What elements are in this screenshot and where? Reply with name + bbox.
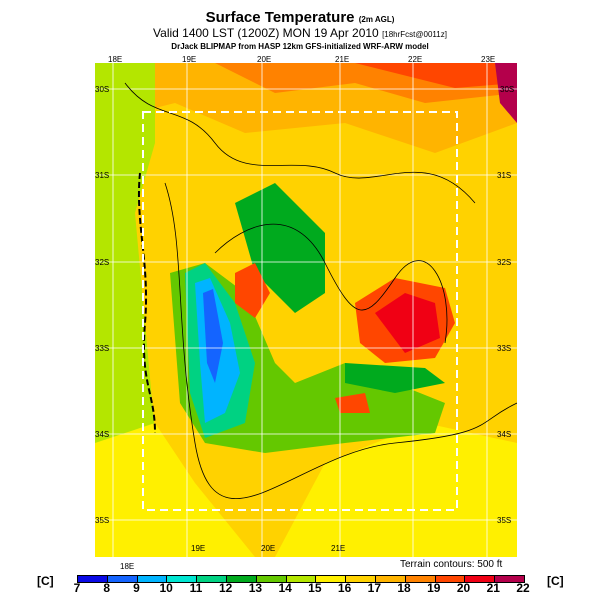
temperature-map xyxy=(95,63,517,557)
lon-label-top: 20E xyxy=(257,55,272,64)
warm-patch xyxy=(335,393,370,413)
colorbar-tick-label: 20 xyxy=(456,581,471,595)
model-credit: DrJack BLIPMAP from HASP 12km GFS-initia… xyxy=(171,42,429,51)
lon-label-top: 23E xyxy=(481,55,496,64)
colorbar-tick-label: 16 xyxy=(337,581,352,595)
title-text: Surface Temperature xyxy=(205,9,355,26)
coastline xyxy=(137,172,156,434)
lat-label-right: 32S xyxy=(497,258,512,267)
lat-label-left: 33S xyxy=(95,344,110,353)
lat-label-right: 31S xyxy=(497,171,512,180)
terrain-note: Terrain contours: 500 ft xyxy=(400,559,503,570)
lon-label-bottom: 20E xyxy=(261,544,276,553)
colorbar-segment xyxy=(404,576,435,582)
lat-label-left: 31S xyxy=(95,171,110,180)
colorbar-tick-label: 9 xyxy=(133,581,140,595)
lon-label-bottom: 21E xyxy=(331,544,346,553)
graticule xyxy=(95,63,517,557)
terrain-contours xyxy=(124,82,517,499)
hot-basin xyxy=(375,293,440,353)
southwest-yellow xyxy=(95,423,255,557)
lat-label-right: 35S xyxy=(497,516,512,525)
lon-label-top: 19E xyxy=(182,55,197,64)
unit-label-left: [C] xyxy=(37,574,54,588)
valid-time: Valid 1400 LST (1200Z) MON 19 Apr 2010 [… xyxy=(0,26,600,40)
colorbar-segment xyxy=(434,576,465,582)
unit-label-right: [C] xyxy=(547,574,564,588)
colorbar-tick-label: 14 xyxy=(278,581,292,595)
colorbar-tick-label: 19 xyxy=(427,581,441,595)
colorbar-tick-label: 17 xyxy=(367,581,381,595)
lon-label-bottom: 18E xyxy=(120,562,135,571)
colorbar-tick-label: 8 xyxy=(103,581,111,595)
colorbar-tick-label: 13 xyxy=(248,581,263,595)
extreme-region xyxy=(495,63,517,123)
colorbar-segment xyxy=(166,576,197,582)
lat-label-right: 33S xyxy=(497,344,512,353)
colorbar-segment xyxy=(196,576,226,582)
colorbar-segment xyxy=(315,576,346,582)
colorbar-tick-label: 7 xyxy=(73,581,81,595)
title-suffix: (2m AGL) xyxy=(358,15,395,24)
south-yellow xyxy=(275,423,517,557)
hottest-region xyxy=(355,63,517,88)
lat-label-right: 34S xyxy=(497,430,512,439)
colorbar-segment xyxy=(78,576,107,582)
lon-label-top: 22E xyxy=(408,55,423,64)
lat-label-left: 34S xyxy=(95,430,110,439)
colorbar-segment xyxy=(374,576,405,582)
lat-label-left: 32S xyxy=(95,258,110,267)
colorbar-segment xyxy=(464,576,495,582)
colorbar-segment xyxy=(136,576,167,582)
green-highlands xyxy=(235,183,325,313)
map-title: Surface Temperature (2m AGL) xyxy=(0,9,600,26)
colorbar xyxy=(77,575,525,583)
valid-time-text: Valid 1400 LST (1200Z) MON 19 Apr 2010 xyxy=(153,26,379,40)
colorbar-tick-label: 11 xyxy=(189,581,203,595)
coldest-spot xyxy=(203,289,223,383)
lat-label-right: 30S xyxy=(500,85,515,94)
colorbar-tick-label: 22 xyxy=(516,581,530,595)
colorbar-segment xyxy=(225,576,256,582)
lon-label-top: 18E xyxy=(108,55,123,64)
colorbar-segment xyxy=(106,576,137,582)
colorbar-tick-label: 21 xyxy=(486,581,500,595)
warm-spot xyxy=(235,263,270,318)
colorbar-segment xyxy=(345,576,375,582)
colorbar-segment xyxy=(285,576,316,582)
colorbar-tick-label: 18 xyxy=(397,581,411,595)
colorbar-tick-label: 15 xyxy=(308,581,322,595)
forecast-info: [18hrFcst@0011z] xyxy=(382,30,447,39)
colorbar-segment xyxy=(494,576,524,582)
lat-label-left: 30S xyxy=(95,85,110,94)
colorbar-tick-label: 10 xyxy=(159,581,173,595)
inner-domain-box xyxy=(142,111,458,511)
colorbar-tick-label: 12 xyxy=(218,581,233,595)
lon-label-bottom: 19E xyxy=(191,544,206,553)
green-band xyxy=(345,363,445,393)
colorbar-segment xyxy=(255,576,286,582)
lat-label-left: 35S xyxy=(95,516,110,525)
lon-label-top: 21E xyxy=(335,55,350,64)
